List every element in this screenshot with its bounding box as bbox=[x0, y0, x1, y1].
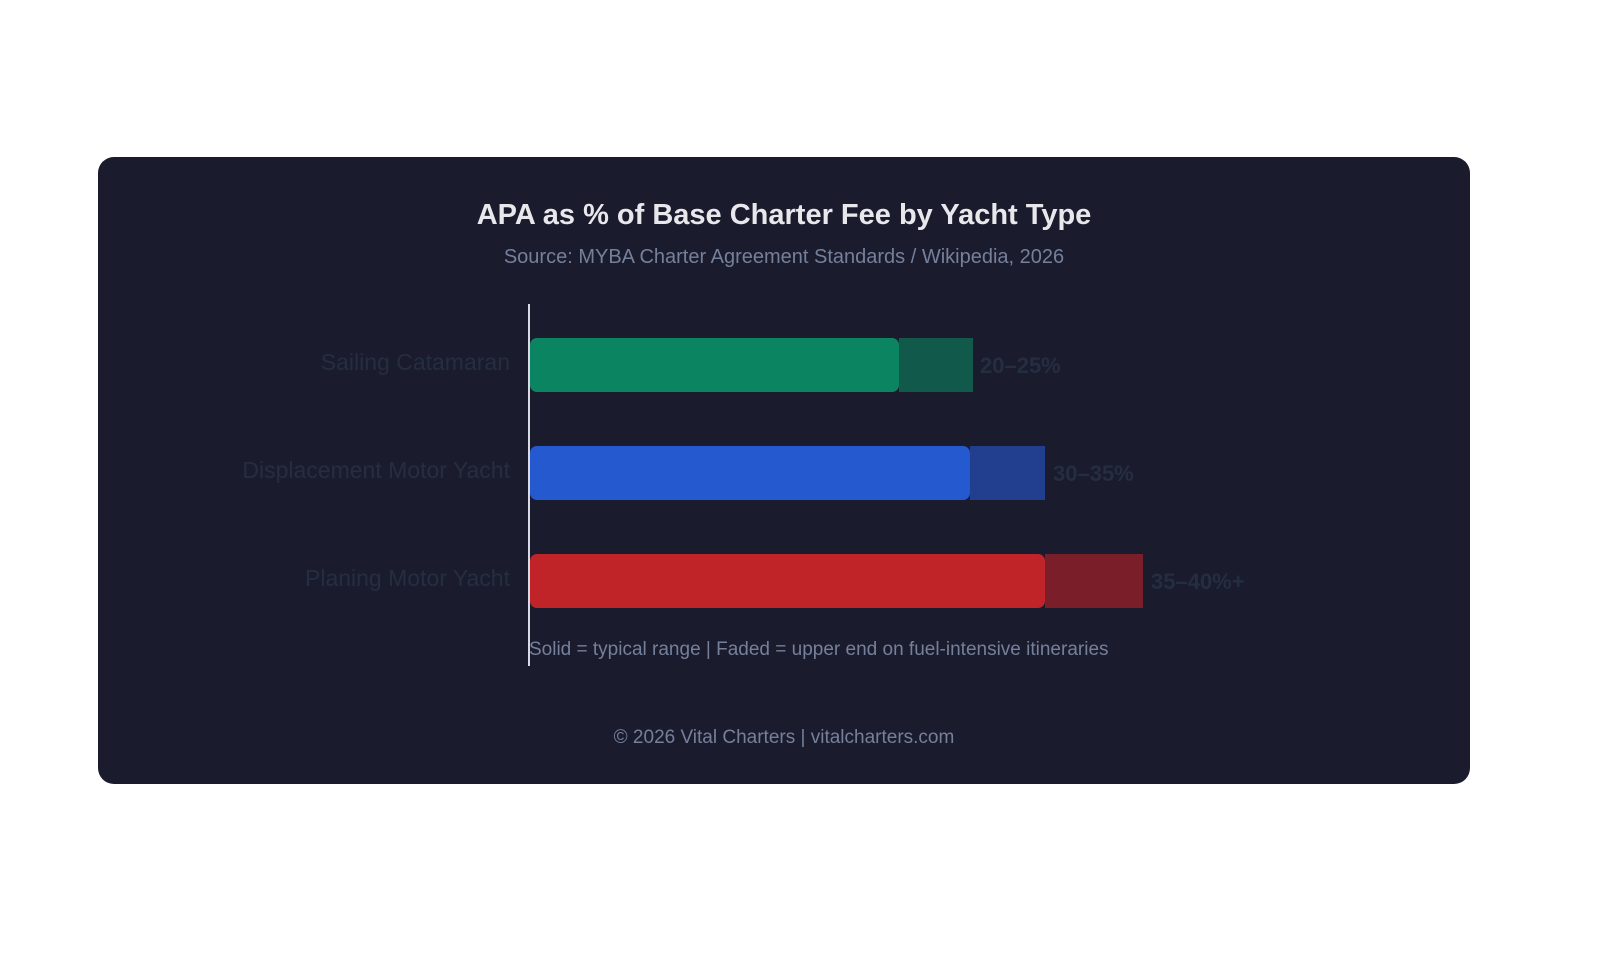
value-label-planing-motor-yacht: 35–40%+ bbox=[1151, 569, 1245, 594]
chart-title: APA as % of Base Charter Fee by Yacht Ty… bbox=[476, 199, 1092, 231]
row-label-displacement-motor-yacht: Displacement Motor Yacht bbox=[242, 457, 510, 483]
bar-solid-segment bbox=[530, 446, 970, 500]
bar-faded-segment bbox=[970, 446, 1045, 500]
bar-displacement-motor-yacht bbox=[530, 446, 1045, 500]
bar-sailing-catamaran bbox=[530, 338, 973, 392]
chart-card: APA as % of Base Charter Fee by Yacht Ty… bbox=[98, 157, 1470, 784]
bar-solid-segment bbox=[530, 554, 1045, 608]
legend-note: Solid = typical range | Faded = upper en… bbox=[529, 639, 1109, 660]
bar-planing-motor-yacht bbox=[530, 554, 1143, 608]
bar-solid-segment bbox=[530, 338, 899, 392]
value-label-sailing-catamaran: 20–25% bbox=[980, 353, 1061, 378]
chart-subtitle: Source: MYBA Charter Agreement Standards… bbox=[503, 246, 1065, 268]
row-label-sailing-catamaran: Sailing Catamaran bbox=[320, 349, 510, 375]
y-axis-line bbox=[528, 304, 530, 666]
bar-faded-segment bbox=[1045, 554, 1143, 608]
footer-credit: © 2026 Vital Charters | vitalcharters.co… bbox=[613, 727, 955, 748]
value-label-displacement-motor-yacht: 30–35% bbox=[1053, 461, 1134, 486]
bar-faded-segment bbox=[899, 338, 973, 392]
row-label-planing-motor-yacht: Planing Motor Yacht bbox=[305, 565, 510, 591]
